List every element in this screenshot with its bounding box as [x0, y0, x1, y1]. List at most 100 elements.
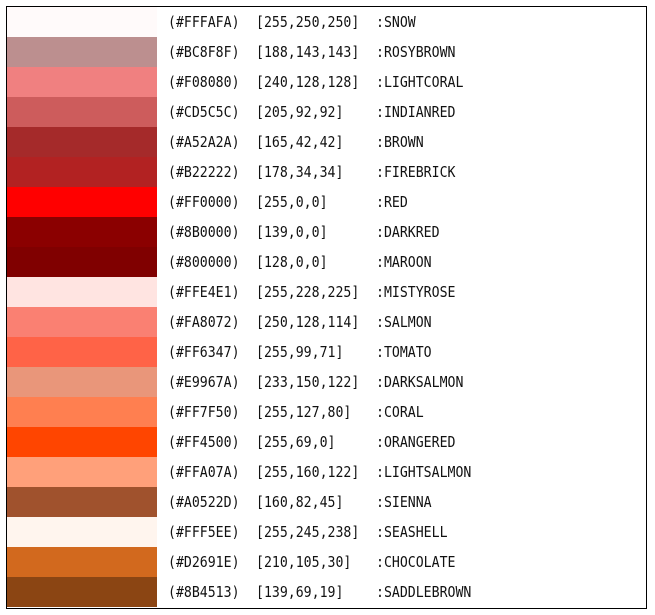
color-name: :CORAL — [376, 403, 424, 421]
hex-code: (#E9967A) — [168, 373, 240, 391]
color-swatch — [7, 157, 157, 187]
color-swatch — [7, 487, 157, 517]
rgb-value: [255,69,0] — [256, 433, 336, 451]
rgb-value: [255,127,80] — [256, 403, 352, 421]
color-swatch — [7, 97, 157, 127]
color-name: :DARKSALMON — [376, 373, 464, 391]
hex-code: (#D2691E) — [168, 553, 240, 571]
color-swatch — [7, 517, 157, 547]
color-name: :SIENNA — [376, 493, 432, 511]
color-row-lightcoral: (#F08080) [240,128,128] :LIGHTCORAL — [7, 67, 646, 97]
hex-code: (#B22222) — [168, 163, 240, 181]
color-swatch — [7, 187, 157, 217]
rgb-value: [160,82,45] — [256, 493, 344, 511]
color-row-rosybrown: (#BC8F8F) [188,143,143] :ROSYBROWN — [7, 37, 646, 67]
rgb-value: [255,228,225] — [256, 283, 360, 301]
color-row-orangered: (#FF4500) [255,69,0] :ORANGERED — [7, 427, 646, 457]
color-name: :FIREBRICK — [376, 163, 456, 181]
hex-code: (#8B4513) — [168, 583, 240, 601]
color-name: :LIGHTCORAL — [376, 73, 464, 91]
color-row-seashell: (#FFF5EE) [255,245,238] :SEASHELL — [7, 517, 646, 547]
rgb-value: [165,42,42] — [256, 133, 344, 151]
color-row-mistyrose: (#FFE4E1) [255,228,225] :MISTYROSE — [7, 277, 646, 307]
color-swatch — [7, 67, 157, 97]
color-name: :ROSYBROWN — [376, 43, 456, 61]
rgb-value: [240,128,128] — [256, 73, 360, 91]
hex-code: (#FF6347) — [168, 343, 240, 361]
color-swatch — [7, 427, 157, 457]
color-row-red: (#FF0000) [255,0,0] :RED — [7, 187, 646, 217]
hex-code: (#8B0000) — [168, 223, 240, 241]
rgb-value: [178,34,34] — [256, 163, 344, 181]
color-swatch — [7, 397, 157, 427]
hex-code: (#A0522D) — [168, 493, 240, 511]
hex-code: (#FFFAFA) — [168, 13, 240, 31]
rgb-value: [255,160,122] — [256, 463, 360, 481]
color-swatch — [7, 247, 157, 277]
color-name: :SALMON — [376, 313, 432, 331]
rgb-value: [233,150,122] — [256, 373, 360, 391]
rgb-value: [128,0,0] — [256, 253, 328, 271]
color-row-saddlebrown: (#8B4513) [139,69,19] :SADDLEBROWN — [7, 577, 646, 607]
color-swatch — [7, 457, 157, 487]
color-swatch — [7, 37, 157, 67]
color-row-brown: (#A52A2A) [165,42,42] :BROWN — [7, 127, 646, 157]
rgb-value: [255,0,0] — [256, 193, 328, 211]
color-row-darksalmon: (#E9967A) [233,150,122] :DARKSALMON — [7, 367, 646, 397]
rgb-value: [255,250,250] — [256, 13, 360, 31]
color-row-tomato: (#FF6347) [255,99,71] :TOMATO — [7, 337, 646, 367]
color-name: :ORANGERED — [376, 433, 456, 451]
color-row-firebrick: (#B22222) [178,34,34] :FIREBRICK — [7, 157, 646, 187]
color-table: (#FFFAFA) [255,250,250] :SNOW (#BC8F8F) … — [6, 6, 647, 609]
color-row-lightsalmon: (#FFA07A) [255,160,122] :LIGHTSALMON — [7, 457, 646, 487]
color-name: :SNOW — [376, 13, 416, 31]
hex-code: (#FF0000) — [168, 193, 240, 211]
hex-code: (#CD5C5C) — [168, 103, 240, 121]
color-name: :MAROON — [376, 253, 432, 271]
color-swatch — [7, 307, 157, 337]
rgb-value: [255,245,238] — [256, 523, 360, 541]
color-row-snow: (#FFFAFA) [255,250,250] :SNOW — [7, 7, 646, 37]
color-swatch — [7, 577, 157, 607]
rgb-value: [250,128,114] — [256, 313, 360, 331]
hex-code: (#FFA07A) — [168, 463, 240, 481]
color-row-salmon: (#FA8072) [250,128,114] :SALMON — [7, 307, 646, 337]
color-swatch — [7, 217, 157, 247]
color-name: :DARKRED — [376, 223, 440, 241]
color-swatch — [7, 277, 157, 307]
color-name: :SADDLEBROWN — [376, 583, 472, 601]
hex-code: (#FA8072) — [168, 313, 240, 331]
hex-code: (#BC8F8F) — [168, 43, 240, 61]
color-row-coral: (#FF7F50) [255,127,80] :CORAL — [7, 397, 646, 427]
hex-code: (#800000) — [168, 253, 240, 271]
color-swatch — [7, 547, 157, 577]
color-row-darkred: (#8B0000) [139,0,0] :DARKRED — [7, 217, 646, 247]
color-row-chocolate: (#D2691E) [210,105,30] :CHOCOLATE — [7, 547, 646, 577]
rgb-value: [139,0,0] — [256, 223, 328, 241]
color-swatch — [7, 7, 157, 37]
color-row-sienna: (#A0522D) [160,82,45] :SIENNA — [7, 487, 646, 517]
hex-code: (#FF4500) — [168, 433, 240, 451]
color-name: :LIGHTSALMON — [376, 463, 472, 481]
color-swatch — [7, 127, 157, 157]
color-swatch — [7, 367, 157, 397]
rgb-value: [188,143,143] — [256, 43, 360, 61]
hex-code: (#FFE4E1) — [168, 283, 240, 301]
color-name: :BROWN — [376, 133, 424, 151]
hex-code: (#FF7F50) — [168, 403, 240, 421]
color-name: :MISTYROSE — [376, 283, 456, 301]
color-row-indianred: (#CD5C5C) [205,92,92] :INDIANRED — [7, 97, 646, 127]
color-name: :INDIANRED — [376, 103, 456, 121]
color-name: :TOMATO — [376, 343, 432, 361]
rgb-value: [139,69,19] — [256, 583, 344, 601]
hex-code: (#F08080) — [168, 73, 240, 91]
hex-code: (#A52A2A) — [168, 133, 240, 151]
color-swatch — [7, 337, 157, 367]
rgb-value: [205,92,92] — [256, 103, 344, 121]
rgb-value: [255,99,71] — [256, 343, 344, 361]
color-name: :SEASHELL — [376, 523, 448, 541]
color-name: :RED — [376, 193, 408, 211]
color-row-maroon: (#800000) [128,0,0] :MAROON — [7, 247, 646, 277]
hex-code: (#FFF5EE) — [168, 523, 240, 541]
rgb-value: [210,105,30] — [256, 553, 352, 571]
